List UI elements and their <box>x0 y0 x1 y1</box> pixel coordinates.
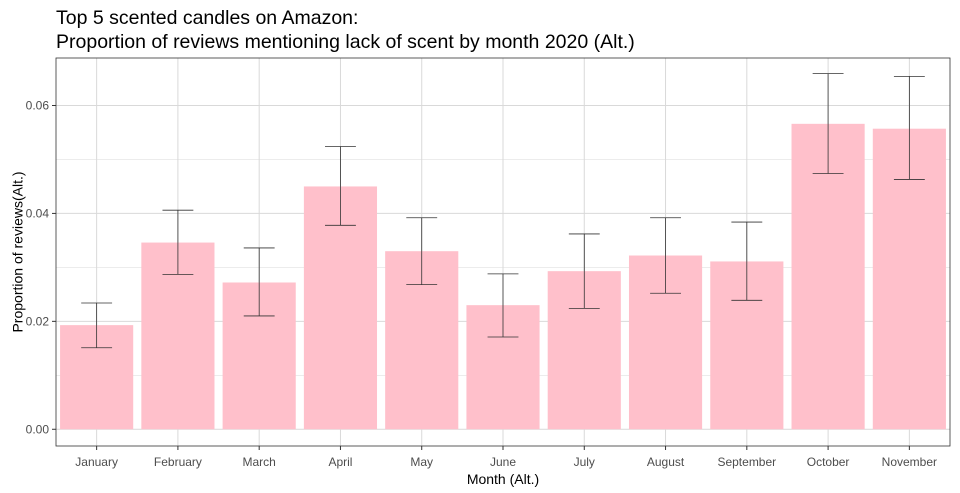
chart-title-line-1: Top 5 scented candles on Amazon: <box>56 7 359 29</box>
x-tick-label: January <box>75 455 118 469</box>
y-axis-title: Proportion of reviews(Alt.) <box>10 171 26 332</box>
x-tick-label: November <box>882 455 937 469</box>
error-bars <box>81 73 925 349</box>
y-tick-label: 0.06 <box>26 98 50 112</box>
bar-april <box>303 186 378 430</box>
y-axis: 0.00 0.02 0.04 0.06 <box>26 98 56 436</box>
error-bar-may <box>406 217 438 286</box>
error-bar-january <box>81 302 113 349</box>
bar-october <box>791 123 865 430</box>
x-tick-label: August <box>647 455 685 469</box>
y-tick-label: 0.04 <box>26 206 50 220</box>
chart-title-line-2: Proportion of reviews mentioning lack of… <box>56 31 635 53</box>
x-tick-label: October <box>807 455 850 469</box>
error-bar-august <box>650 217 681 294</box>
y-tick-label: 0.02 <box>26 314 50 328</box>
x-tick-label: September <box>717 455 776 469</box>
error-bar-november <box>893 75 925 180</box>
chart-title: Top 5 scented candles on Amazon: Proport… <box>56 6 635 54</box>
bars <box>60 123 946 430</box>
x-tick-label: April <box>328 455 352 469</box>
error-bar-march <box>243 247 275 317</box>
x-tick-label: March <box>243 455 276 469</box>
x-tick-label: June <box>490 455 516 469</box>
error-bar-april <box>325 146 356 226</box>
x-tick-label: July <box>574 455 595 469</box>
error-bar-october <box>812 73 844 174</box>
x-axis: January February March April May June July Augu… <box>75 446 937 469</box>
y-tick-label: 0.00 <box>26 422 50 436</box>
error-bar-september <box>731 221 763 301</box>
x-tick-label: February <box>154 455 202 469</box>
x-axis-title: Month (Alt.) <box>467 471 539 487</box>
error-bar-july <box>568 233 600 309</box>
error-bar-june <box>487 273 519 338</box>
x-tick-label: May <box>410 455 433 469</box>
error-bar-february <box>162 209 194 275</box>
